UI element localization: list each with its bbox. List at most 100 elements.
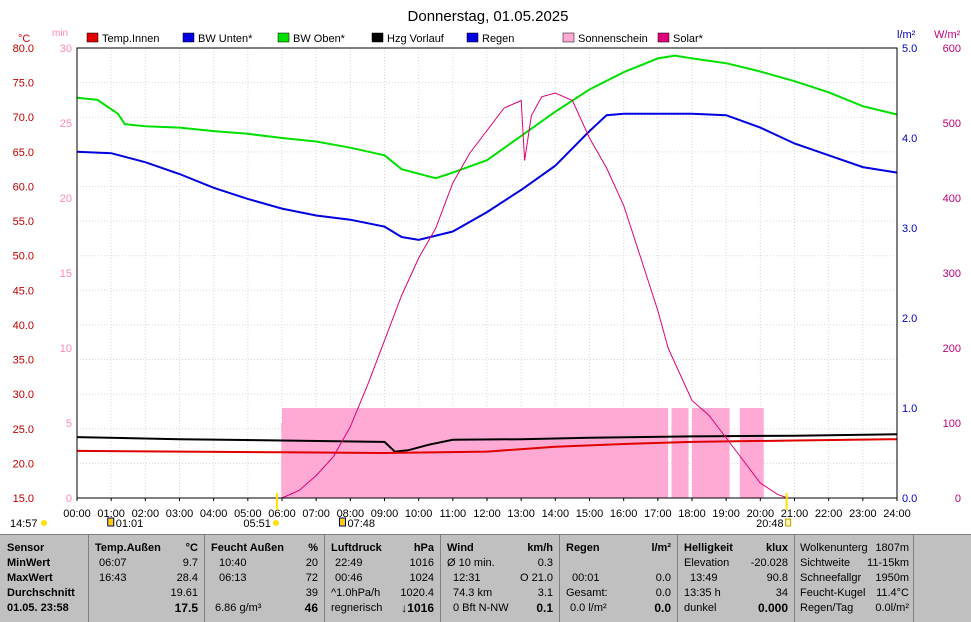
left-tick-label: 35.0	[13, 355, 34, 367]
right-tick-label: 3.0	[902, 223, 917, 235]
left-tick-label: 20.0	[13, 458, 34, 470]
astro-markers: 14:57 01:01 05:51 07:48 20:48	[10, 493, 792, 530]
right2-tick-label: 100	[943, 418, 961, 430]
series-line	[76, 438, 898, 455]
wind-avg-value: 0.3	[537, 557, 553, 569]
right-tick-label: 5.0	[902, 43, 917, 55]
right2-tick-label: 0	[955, 493, 961, 505]
x-tick-label: 07:00	[302, 508, 330, 520]
hum-abs: 6.86 g/m³	[215, 602, 262, 614]
series-line	[76, 112, 898, 241]
hum-avg: 39	[305, 587, 318, 599]
x-tick-label: 13:00	[507, 508, 535, 520]
left-tick-label: 15.0	[13, 493, 34, 505]
legend-swatch	[86, 32, 99, 43]
x-tick-label: 20:00	[747, 508, 775, 520]
left2-axis-unit: min	[52, 28, 68, 39]
wind-max-time: 12:31	[453, 572, 481, 584]
left-tick-label: 70.0	[13, 112, 34, 124]
series-line	[76, 433, 898, 453]
right2-tick-label: 600	[943, 43, 961, 55]
wind-unit: km/h	[527, 542, 553, 554]
light-max-time: 13:49	[690, 572, 718, 584]
cloud-base-value: 1807m	[875, 542, 909, 554]
x-tick-label: 24:00	[883, 508, 911, 520]
x-tick-label: 16:00	[610, 508, 638, 520]
x-tick-label: 17:00	[644, 508, 672, 520]
col-humidity: Feucht Außen% 10:40 20 06:13 72 39 6.86 g/…	[205, 535, 325, 622]
left-tick-label: 55.0	[13, 216, 34, 228]
sunrise-label: 05:51	[243, 518, 271, 530]
x-tick-label: 05:00	[234, 508, 262, 520]
x-tick-label: 22:00	[815, 508, 843, 520]
light-header: Helligkeit	[684, 542, 733, 554]
rain-total-value: 0.0	[655, 587, 671, 599]
light-now: 0.000	[757, 601, 788, 615]
temp-now: 17.5	[174, 601, 198, 615]
temp-header: Temp.Außen	[95, 542, 161, 554]
right2-tick-label: 500	[943, 118, 961, 130]
legend-swatch	[277, 32, 290, 43]
light-unit: klux	[765, 542, 788, 554]
rain-day-label: Regen/Tag	[800, 602, 854, 614]
rain-header: Regen	[566, 542, 600, 554]
x-tick-label: 21:00	[781, 508, 809, 520]
elevation-value: -20.028	[750, 557, 788, 569]
left2-tick-label: 25	[60, 118, 72, 130]
legend-label: BW Oben*	[293, 33, 346, 45]
elevation-label: Elevation	[684, 557, 730, 569]
series-line	[76, 54, 898, 180]
legend-label: Sonnenschein	[578, 33, 648, 45]
right2-tick-label: 300	[943, 268, 961, 280]
now-label: 01.05. 23:58	[7, 602, 69, 614]
x-tick-label: 08:00	[337, 508, 365, 520]
cloud-base-label: Wolkenunterg	[800, 542, 868, 554]
col-wind: Wind km/h Ø 10 min. 0.3 12:31 O 21.0 74.3 k…	[441, 535, 560, 622]
hum-header: Feucht Außen	[211, 542, 284, 554]
hum-min-time: 10:40	[219, 557, 247, 569]
col-rain: Regen l/m² 00:01 0.0 Gesamt: 0.0 0.0 l/m² 0.…	[560, 535, 678, 622]
left2-tick-label: 5	[66, 418, 72, 430]
press-header: Luftdruck	[331, 542, 382, 554]
wind-max-value: O 21.0	[519, 572, 553, 584]
x-tick-label: 06:00	[268, 508, 296, 520]
x-tick-label: 09:00	[371, 508, 399, 520]
press-max-value: 1024	[409, 572, 434, 584]
right-tick-label: 0.0	[902, 493, 917, 505]
x-tick-label: 19:00	[712, 508, 740, 520]
x-tick-label: 11:00	[439, 508, 466, 520]
press-min-time: 22:49	[335, 557, 363, 569]
x-tick-label: 03:00	[166, 508, 194, 520]
rain-day-value: 0.0l/m²	[875, 602, 909, 614]
right-tick-label: 2.0	[902, 313, 917, 325]
dawn-icon	[339, 517, 346, 527]
left-tick-label: 50.0	[13, 251, 34, 263]
legend-label: Temp.Innen	[102, 33, 159, 45]
left2-tick-label: 30	[60, 43, 72, 55]
legend-label: Solar*	[673, 33, 704, 45]
wetbulb-label: Feucht-Kugel	[800, 587, 866, 599]
rain-max-value: 0.0	[655, 572, 671, 584]
press-min-value: 1016	[409, 557, 434, 569]
left2-tick-label: 10	[60, 343, 72, 355]
legend-label: BW Unten*	[198, 33, 253, 45]
x-tick-label: 14:00	[542, 508, 570, 520]
x-tick-label: 23:00	[849, 508, 877, 520]
legend-swatch	[371, 32, 384, 43]
light-max-value: 90.8	[766, 572, 788, 584]
left2-tick-label: 0	[66, 493, 72, 505]
legend-label: Regen	[482, 33, 514, 45]
temp-avg: 19.61	[170, 587, 198, 599]
sensor-header: Sensor	[7, 542, 45, 554]
wind-run-avg: 3.1	[537, 587, 553, 599]
col-sensor: Sensor MinWert MaxWert Durchschnitt 01.0…	[0, 535, 89, 622]
wetbulb-value: 11.4°C	[876, 587, 909, 599]
left2-tick-label: 15	[60, 268, 72, 280]
temp-unit: °C	[185, 542, 198, 554]
right-axis-unit: l/m²	[897, 29, 916, 41]
moonrise-label: 01:01	[116, 518, 144, 530]
left-tick-label: 30.0	[13, 389, 34, 401]
snowline-label: Schneefallgr	[800, 572, 862, 584]
left-tick-label: 40.0	[13, 320, 34, 332]
legend-swatch	[562, 32, 575, 43]
